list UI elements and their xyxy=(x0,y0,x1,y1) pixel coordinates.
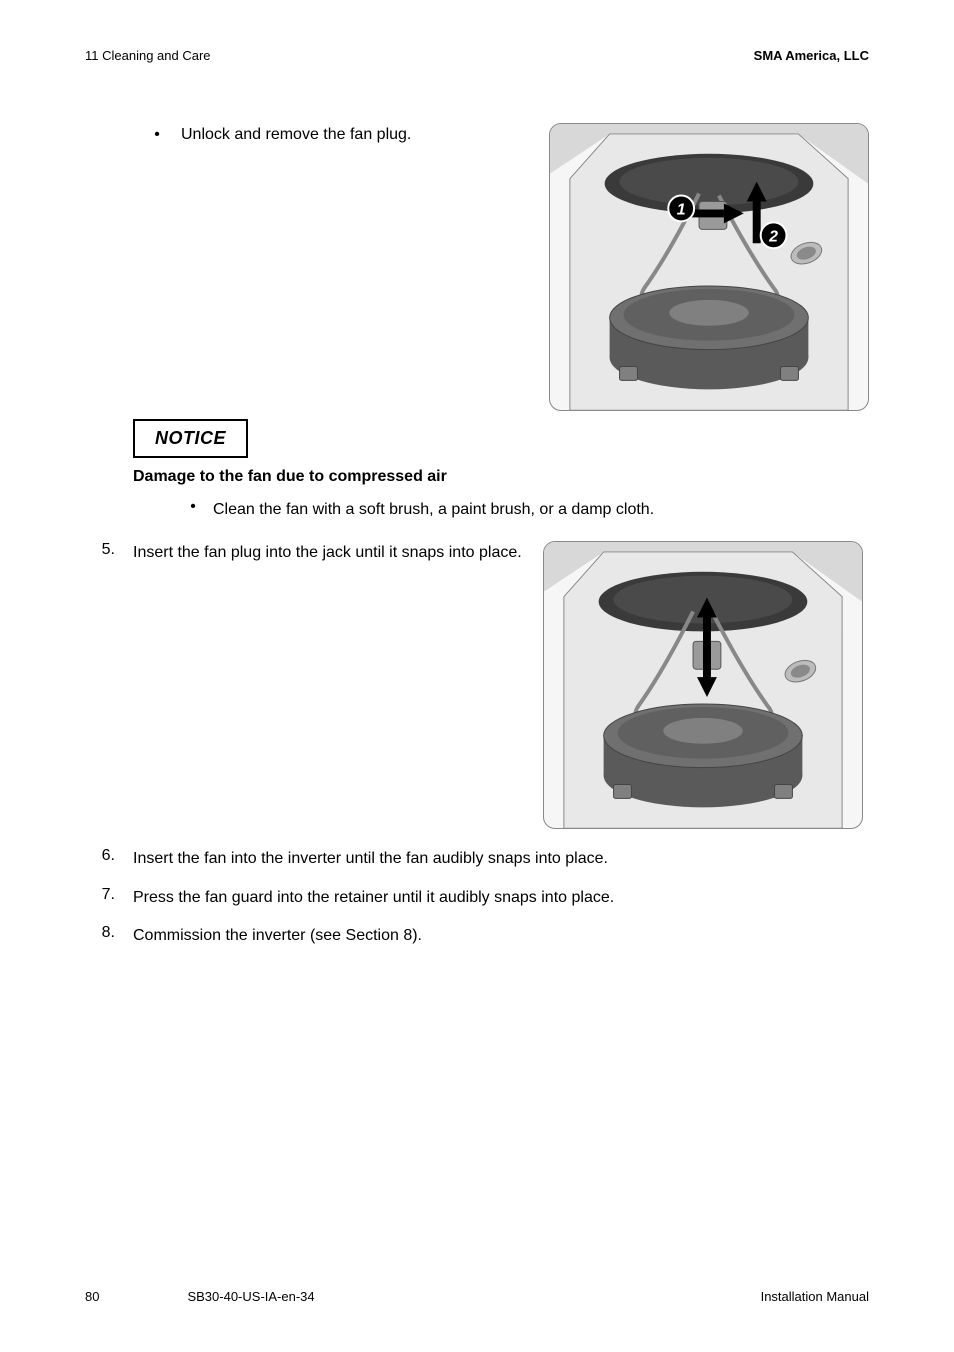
footer-doc-id: SB30-40-US-IA-en-34 xyxy=(187,1289,314,1304)
step-8-row: 8. Commission the inverter (see Section … xyxy=(85,924,869,949)
bullet-marker: • xyxy=(173,498,213,523)
step-6-text: Insert the fan into the inverter until t… xyxy=(133,847,869,872)
figure-badge-1: 1 xyxy=(677,201,686,218)
notice-label: NOTICE xyxy=(155,428,226,448)
step-7-row: 7. Press the fan guard into the retainer… xyxy=(85,886,869,911)
figure-badge-2: 2 xyxy=(768,228,778,245)
step-5-text: Insert the fan plug into the jack until … xyxy=(133,541,523,566)
step-number: 8. xyxy=(85,924,133,942)
page: 11 Cleaning and Care SMA America, LLC • … xyxy=(0,0,954,1352)
step-7-text: Press the fan guard into the retainer un… xyxy=(133,886,869,911)
notice-box: NOTICE xyxy=(133,419,248,458)
figure-unlock-fan-plug: 1 2 xyxy=(549,123,869,411)
step-number: 6. xyxy=(85,847,133,865)
bullet-with-figure: • Unlock and remove the fan plug. xyxy=(133,123,869,411)
footer-manual-label: Installation Manual xyxy=(761,1289,869,1304)
step-5-block: 5. Insert the fan plug into the jack unt… xyxy=(85,541,869,829)
figure-insert-fan-plug xyxy=(543,541,863,829)
notice-bullet-row: • Clean the fan with a soft brush, a pai… xyxy=(173,498,869,523)
step-number: 5. xyxy=(85,541,133,566)
footer-page-number: 80 xyxy=(85,1289,99,1304)
header-section: 11 Cleaning and Care xyxy=(85,48,211,63)
notice-bullet-text: Clean the fan with a soft brush, a paint… xyxy=(213,498,869,523)
bullet-marker: • xyxy=(133,123,181,148)
page-content: • Unlock and remove the fan plug. xyxy=(85,123,869,949)
page-footer: 80 SB30-40-US-IA-en-34 Installation Manu… xyxy=(85,1289,869,1304)
bullet-text: Unlock and remove the fan plug. xyxy=(181,123,529,148)
header-company: SMA America, LLC xyxy=(754,48,869,63)
notice-heading: Damage to the fan due to compressed air xyxy=(133,468,869,486)
step-8-text: Commission the inverter (see Section 8). xyxy=(133,924,869,949)
page-header: 11 Cleaning and Care SMA America, LLC xyxy=(85,48,869,63)
step-6-row: 6. Insert the fan into the inverter unti… xyxy=(85,847,869,872)
step-number: 7. xyxy=(85,886,133,904)
